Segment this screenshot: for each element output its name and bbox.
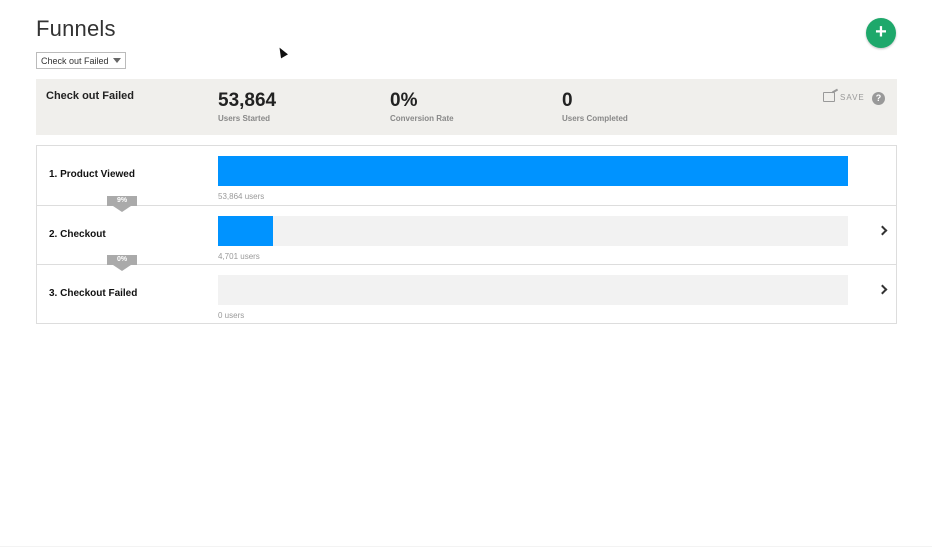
step-bar-track [218,275,848,305]
funnel-name: Check out Failed [46,90,135,102]
funnel-step: 1. Product Viewed 53,864 users [37,146,896,205]
conversion-label: 9% [107,196,137,206]
step-label: 3. Checkout Failed [49,288,138,299]
step-bar-fill [218,216,273,246]
save-label: SAVE [840,92,865,102]
help-icon[interactable]: ? [872,92,885,105]
share-icon [823,92,835,102]
funnel-step[interactable]: 3. Checkout Failed 0 users [37,264,896,323]
step-label: 2. Checkout [49,229,106,240]
step-label: 1. Product Viewed [49,169,135,180]
stat-label: Users Started [218,114,271,123]
step-bar-fill [218,156,848,186]
step-users: 53,864 users [218,192,265,201]
funnel-step[interactable]: 2. Checkout 4,701 users [37,205,896,264]
funnel-summary: Check out Failed 53,864 Users Started 0%… [36,79,897,135]
stat-label: Users Completed [562,114,628,123]
stat-users-completed: 0 Users Completed [562,90,628,124]
page-title: Funnels [36,16,116,41]
chevron-down-icon [113,58,121,63]
stat-users-started: 53,864 Users Started [218,90,277,124]
divider [0,546,932,547]
conversion-badge: 9% [107,196,137,212]
stat-conversion-rate: 0% Conversion Rate [390,90,454,124]
down-arrow-icon [113,265,131,271]
funnel-select-value: Check out Failed [41,56,109,66]
down-arrow-icon [113,206,131,212]
chevron-right-icon[interactable] [877,284,888,295]
stat-value: 0 [562,90,573,111]
chevron-right-icon[interactable] [877,225,888,236]
step-users: 0 users [218,311,245,320]
save-button[interactable]: SAVE [823,92,865,102]
add-funnel-button[interactable]: + [866,18,896,48]
funnel-select[interactable]: Check out Failed [36,52,126,69]
mouse-cursor-icon [276,45,288,59]
stat-label: Conversion Rate [390,114,454,123]
step-bar-track [218,156,848,186]
step-users: 4,701 users [218,252,260,261]
stat-value: 0% [390,90,418,111]
conversion-label: 0% [107,255,137,265]
step-bar-track [218,216,848,246]
funnel-steps: 1. Product Viewed 53,864 users 2. Checko… [36,145,897,324]
conversion-badge: 0% [107,255,137,271]
stat-value: 53,864 [218,90,277,111]
